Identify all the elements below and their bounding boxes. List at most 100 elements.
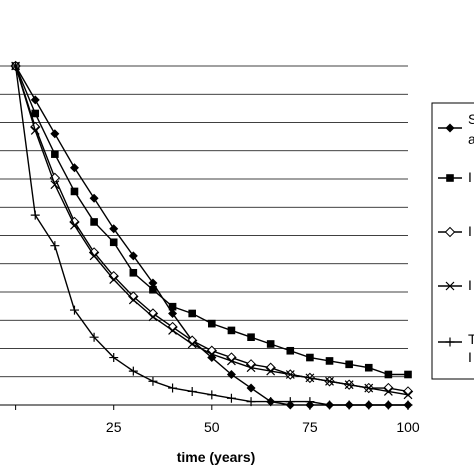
data-point: [325, 357, 334, 365]
data-point: [207, 349, 217, 359]
data-point: [266, 366, 276, 376]
data-point: [168, 302, 177, 311]
series-group: [10, 60, 414, 410]
data-point: [403, 400, 413, 410]
data-point: [285, 370, 295, 379]
data-point: [325, 400, 335, 410]
data-point: [383, 400, 393, 410]
legend-item: I: [438, 169, 472, 185]
data-point: [109, 224, 119, 234]
data-point: [384, 370, 393, 379]
data-point: [187, 339, 197, 349]
data-point: [266, 397, 276, 407]
data-point: [445, 337, 455, 347]
data-point: [11, 61, 21, 71]
data-point: [226, 393, 236, 403]
data-point: [30, 125, 40, 135]
data-point: [404, 370, 412, 379]
data-point: [147, 308, 159, 319]
data-point: [148, 278, 158, 288]
data-point: [444, 226, 456, 238]
data-point: [30, 95, 40, 105]
data-point: [403, 390, 413, 400]
data-point: [89, 251, 99, 261]
data-point: [402, 386, 414, 397]
data-point: [69, 305, 79, 315]
x-tick-label: 75: [302, 419, 318, 435]
data-point: [305, 373, 315, 383]
data-point: [188, 309, 196, 318]
data-point: [226, 369, 236, 379]
data-point: [31, 109, 40, 118]
x-tick-label: 100: [396, 419, 420, 435]
data-point: [247, 333, 255, 341]
data-point: [364, 383, 374, 393]
x-tick-label: 25: [106, 419, 122, 435]
data-point: [207, 390, 217, 400]
legend-label-fragment: T: [468, 331, 474, 347]
data-point: [90, 218, 98, 226]
data-point: [305, 397, 315, 407]
legend-item: I: [438, 223, 472, 239]
legend-label-fragment: I: [468, 223, 472, 239]
data-point: [148, 312, 158, 322]
legend-label-fragment: I: [468, 169, 472, 185]
data-point: [344, 400, 354, 410]
data-point: [364, 400, 374, 410]
data-point: [446, 174, 454, 182]
legend-label-fragment: S: [468, 111, 474, 127]
data-point: [227, 326, 236, 335]
data-point: [168, 308, 178, 318]
data-point: [89, 193, 99, 203]
data-point: [325, 376, 334, 386]
data-point: [129, 268, 138, 277]
data-point: [246, 363, 256, 373]
legend-item: TI: [438, 331, 474, 365]
x-tick-label: 50: [204, 419, 220, 435]
data-point: [50, 180, 60, 190]
data-point: [227, 356, 236, 366]
data-point: [266, 340, 275, 348]
data-point: [128, 295, 138, 305]
data-point: [70, 187, 79, 196]
legend-label-fragment: I: [468, 277, 472, 293]
data-point: [50, 129, 60, 139]
data-point: [109, 238, 118, 247]
legend-label-fragment: a: [468, 131, 474, 147]
data-point: [187, 386, 197, 396]
data-point: [69, 163, 79, 173]
data-point: [51, 150, 59, 158]
gridlines: [0, 65, 408, 378]
data-point: [70, 220, 79, 230]
data-point: [108, 270, 119, 282]
data-point: [148, 376, 158, 386]
data-point: [265, 362, 276, 373]
x-tick-labels: 25 50 75 100: [106, 419, 420, 435]
data-point: [128, 251, 138, 261]
data-point: [306, 353, 314, 362]
data-point: [208, 319, 216, 328]
series-4: [11, 61, 413, 400]
data-point: [149, 285, 157, 294]
data-point: [89, 332, 99, 342]
legend-item: I: [438, 277, 472, 293]
series-2: [11, 62, 412, 379]
data-point: [344, 380, 354, 390]
data-point: [445, 123, 455, 133]
data-point: [383, 382, 394, 394]
data-point: [167, 321, 178, 333]
data-point: [168, 383, 178, 393]
data-point: [186, 335, 198, 346]
data-point: [286, 346, 295, 355]
data-point: [246, 383, 256, 393]
data-point: [128, 366, 138, 376]
series-5: [11, 61, 413, 410]
data-point: [345, 360, 353, 369]
data-point: [30, 210, 40, 220]
legend-label-fragment: I: [468, 349, 472, 365]
data-point: [128, 291, 139, 302]
data-point: [445, 281, 455, 291]
data-point: [109, 353, 119, 363]
